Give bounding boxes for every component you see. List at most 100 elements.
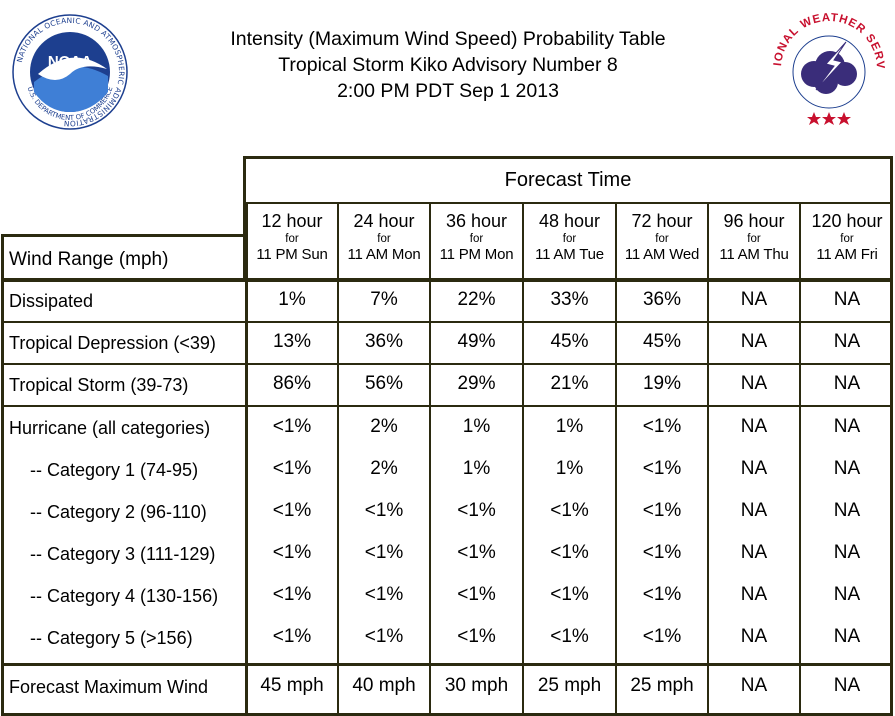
col-divider (522, 202, 524, 714)
table-cell: <1% (364, 542, 404, 563)
table-cell: <1% (364, 626, 404, 647)
row-divider (3, 321, 892, 323)
table-cell: NA (833, 373, 861, 394)
table-cell: NA (740, 289, 768, 310)
column-hours: 12 hour (261, 211, 323, 231)
table-cell: 2% (370, 458, 398, 479)
table-cell: 33% (550, 289, 589, 310)
table-cell: 21% (550, 373, 589, 394)
table-cell: NA (740, 458, 768, 479)
column-header: 96 hour for 11 AM Thu (709, 207, 799, 267)
col-divider (799, 202, 801, 714)
table-cell: NA (740, 500, 768, 521)
table-cell: 7% (370, 289, 398, 310)
column-hours: 96 hour (723, 211, 785, 231)
table-cell: <1% (272, 542, 312, 563)
table-cell: <1% (272, 584, 312, 605)
column-hours: 36 hour (445, 211, 508, 231)
noaa-logo-text: NOAA (48, 53, 92, 70)
table-cell: <1% (642, 500, 682, 521)
column-for-label: for (377, 233, 391, 245)
title-line-3: 2:00 PM PDT Sep 1 2013 (337, 80, 559, 102)
table-cell: <1% (550, 542, 589, 563)
table-cell: <1% (272, 500, 312, 521)
table-cell: NA (833, 331, 861, 352)
col-divider (707, 202, 709, 714)
table-cell: NA (740, 584, 768, 605)
table-cell: <1% (642, 542, 682, 563)
table-cell: <1% (457, 626, 496, 647)
table-cell: <1% (550, 626, 589, 647)
row-label: Tropical Depression (<39) (9, 333, 216, 353)
table-cell: <1% (364, 500, 404, 521)
column-valid-time: 11 PM Sun (256, 246, 328, 263)
row-label: -- Category 4 (130-156) (30, 586, 219, 606)
table-cell: 36% (642, 289, 682, 310)
table-cell: 45% (550, 331, 589, 352)
row-divider (3, 363, 892, 365)
table-cell: NA (833, 500, 861, 521)
table-cell: <1% (457, 542, 496, 563)
row-label: -- Category 3 (111-129) (30, 544, 216, 564)
forecast-time-label: Forecast Time (246, 159, 890, 202)
column-valid-time: 11 AM Wed (624, 246, 700, 263)
row-label: Hurricane (all categories) (9, 418, 211, 438)
table-cell: 25 mph (630, 675, 694, 696)
table-cell: 1% (462, 416, 491, 437)
table-cell: NA (740, 675, 768, 696)
table-cell: <1% (272, 626, 312, 647)
table-cell: NA (740, 542, 768, 563)
table-cell: <1% (642, 626, 682, 647)
table-cell: 1% (555, 416, 584, 437)
column-for-label: for (655, 233, 669, 245)
table-cell: 49% (457, 331, 496, 352)
table-cell: 1% (278, 289, 306, 310)
row-label: Tropical Storm (39-73) (9, 375, 189, 395)
table-cell: NA (833, 626, 861, 647)
column-valid-time: 11 AM Fri (816, 246, 878, 263)
column-hours: 48 hour (538, 211, 601, 231)
column-for-label: for (840, 233, 854, 245)
table-cell: <1% (550, 584, 589, 605)
column-header: 72 hour for 11 AM Wed (617, 207, 707, 267)
table-cell: NA (833, 675, 861, 696)
table-cell: <1% (642, 416, 682, 437)
table-cell: 1% (462, 458, 491, 479)
col-divider (337, 202, 339, 714)
col-divider (615, 202, 617, 714)
col-divider (245, 202, 248, 714)
column-valid-time: 11 AM Mon (347, 246, 421, 263)
nws-logo: NATIONAL WEATHER SERVICE (763, 0, 890, 130)
table-cell: <1% (642, 458, 682, 479)
row-divider (3, 663, 892, 666)
table-cell: NA (740, 626, 768, 647)
column-header: 24 hour for 11 AM Mon (339, 207, 429, 267)
row-label: -- Category 5 (>156) (30, 628, 193, 648)
column-for-label: for (562, 233, 577, 245)
column-header: 120 hour for 11 AM Fri (801, 207, 893, 267)
table-cell: 40 mph (352, 675, 416, 696)
row-label: -- Category 2 (96-110) (30, 502, 207, 522)
table-cell: <1% (457, 584, 496, 605)
table-cell: NA (833, 416, 861, 437)
column-header: 12 hour for 11 PM Sun (247, 207, 337, 267)
table-cell: 30 mph (444, 675, 509, 696)
table-cell: 36% (364, 331, 404, 352)
table-cell: NA (833, 542, 861, 563)
column-valid-time: 11 PM Mon (439, 246, 514, 263)
row-divider (3, 405, 892, 407)
table-cell: <1% (272, 416, 312, 437)
title-line-2: Tropical Storm Kiko Advisory Number 8 (278, 54, 618, 76)
table-cell: 45% (642, 331, 682, 352)
table-cell: 29% (457, 373, 496, 394)
title-line-1: Intensity (Maximum Wind Speed) Probabili… (230, 28, 666, 50)
noaa-logo: NATIONAL OCEANIC AND ATMOSPHERIC ADMINIS… (12, 14, 128, 130)
column-hours: 120 hour (811, 211, 883, 231)
wind-range-label: Wind Range (mph) (9, 249, 169, 270)
forecast-time-text: Forecast Time (504, 169, 632, 191)
table-cell: <1% (642, 584, 682, 605)
table-cell: 13% (272, 331, 312, 352)
table-cell: 19% (642, 373, 682, 394)
table-cell: NA (833, 458, 861, 479)
table-cell: <1% (272, 458, 312, 479)
